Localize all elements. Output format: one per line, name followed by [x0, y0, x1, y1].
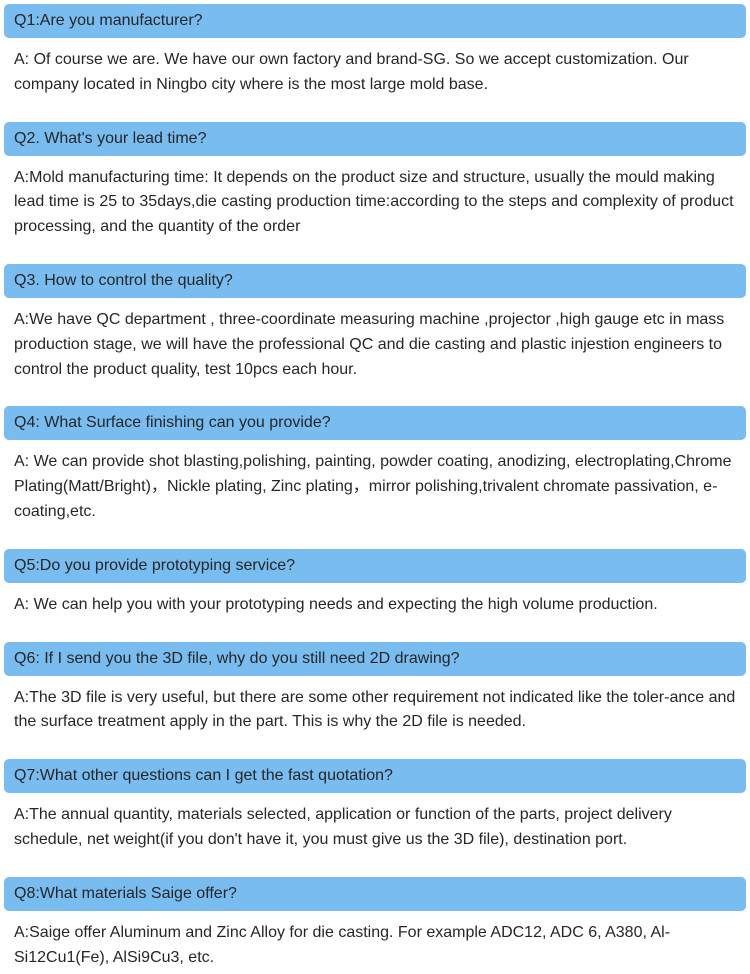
question-header: Q6: If I send you the 3D file, why do yo… [4, 642, 746, 676]
question-header: Q3. How to control the quality? [4, 264, 746, 298]
faq-block: Q7:What other questions can I get the fa… [4, 759, 746, 853]
faq-block: Q3. How to control the quality? A:We have… [4, 264, 746, 382]
faq-block: Q8:What materials Saige offer? A:Saige of… [4, 877, 746, 971]
question-header: Q8:What materials Saige offer? [4, 877, 746, 911]
faq-block: Q5:Do you provide prototyping service? A:… [4, 549, 746, 618]
question-header: Q7:What other questions can I get the fa… [4, 759, 746, 793]
answer-text: A:Mold manufacturing time: It depends on… [4, 166, 746, 240]
faq-block: Q2. What's your lead time? A:Mold manufac… [4, 122, 746, 240]
answer-text: A: Of course we are. We have our own fac… [4, 48, 746, 98]
question-header: Q2. What's your lead time? [4, 122, 746, 156]
faq-container: Q1:Are you manufacturer? A: Of course we … [4, 4, 746, 970]
answer-text: A:The 3D file is very useful, but there … [4, 686, 746, 736]
faq-block: Q4: What Surface finishing can you provi… [4, 406, 746, 524]
question-header: Q1:Are you manufacturer? [4, 4, 746, 38]
question-header: Q4: What Surface finishing can you provi… [4, 406, 746, 440]
answer-text: A:Saige offer Aluminum and Zinc Alloy fo… [4, 921, 746, 971]
answer-text: A: We can provide shot blasting,polishin… [4, 450, 746, 524]
answer-text: A:The annual quantity, materials selecte… [4, 803, 746, 853]
answer-text: A: We can help you with your prototyping… [4, 593, 746, 618]
faq-block: Q6: If I send you the 3D file, why do yo… [4, 642, 746, 736]
answer-text: A:We have QC department , three-coordina… [4, 308, 746, 382]
faq-block: Q1:Are you manufacturer? A: Of course we … [4, 4, 746, 98]
question-header: Q5:Do you provide prototyping service? [4, 549, 746, 583]
